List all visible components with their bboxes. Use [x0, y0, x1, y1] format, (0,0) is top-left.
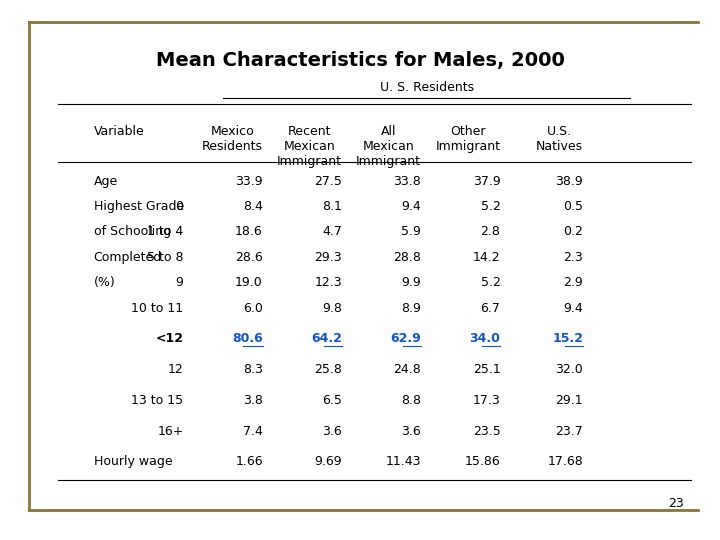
Text: 0.5: 0.5 [563, 200, 583, 213]
Text: 9.9: 9.9 [402, 276, 421, 289]
Text: 0.2: 0.2 [563, 225, 583, 239]
Text: 25.8: 25.8 [314, 363, 342, 376]
Text: U.S.
Natives: U.S. Natives [536, 125, 583, 153]
Text: 23: 23 [668, 497, 684, 510]
Text: 6.7: 6.7 [480, 301, 500, 315]
Text: 8.3: 8.3 [243, 363, 263, 376]
Text: 5.2: 5.2 [480, 276, 500, 289]
Text: 23.5: 23.5 [472, 424, 500, 438]
Text: 17.3: 17.3 [472, 394, 500, 407]
Text: 5 to 8: 5 to 8 [147, 251, 184, 264]
Text: 32.0: 32.0 [555, 363, 583, 376]
Text: All
Mexican
Immigrant: All Mexican Immigrant [356, 125, 421, 168]
Text: 62.9: 62.9 [390, 332, 421, 346]
Text: 5.9: 5.9 [401, 225, 421, 239]
Text: Age: Age [94, 174, 118, 188]
Text: 37.9: 37.9 [472, 174, 500, 188]
Text: U. S. Residents: U. S. Residents [379, 81, 474, 94]
Text: 7.4: 7.4 [243, 424, 263, 438]
Text: 6.0: 6.0 [243, 301, 263, 315]
Text: 23.7: 23.7 [555, 424, 583, 438]
Text: 24.8: 24.8 [393, 363, 421, 376]
Text: Hourly wage: Hourly wage [94, 455, 172, 469]
Text: 34.0: 34.0 [469, 332, 500, 346]
Text: 2.8: 2.8 [480, 225, 500, 239]
Text: 33.8: 33.8 [393, 174, 421, 188]
Text: 28.8: 28.8 [393, 251, 421, 264]
Text: 3.8: 3.8 [243, 394, 263, 407]
Text: 1 to 4: 1 to 4 [148, 225, 184, 239]
Text: 38.9: 38.9 [555, 174, 583, 188]
Text: 8.9: 8.9 [401, 301, 421, 315]
Text: 2.3: 2.3 [564, 251, 583, 264]
Text: Mean Characteristics for Males, 2000: Mean Characteristics for Males, 2000 [156, 51, 564, 70]
Text: 80.6: 80.6 [232, 332, 263, 346]
Text: 3.6: 3.6 [402, 424, 421, 438]
Text: 2.9: 2.9 [564, 276, 583, 289]
Text: 1.66: 1.66 [235, 455, 263, 469]
Text: Mexico
Residents: Mexico Residents [202, 125, 263, 153]
Text: 18.6: 18.6 [235, 225, 263, 239]
Text: 12: 12 [168, 363, 184, 376]
Text: 4.7: 4.7 [322, 225, 342, 239]
Text: 9: 9 [176, 276, 184, 289]
Text: 6.5: 6.5 [322, 394, 342, 407]
Text: 33.9: 33.9 [235, 174, 263, 188]
Text: 3.6: 3.6 [323, 424, 342, 438]
Text: of Schooling: of Schooling [94, 225, 171, 239]
Text: 0: 0 [176, 200, 184, 213]
Text: (%): (%) [94, 276, 115, 289]
Text: 17.68: 17.68 [547, 455, 583, 469]
Text: 29.1: 29.1 [556, 394, 583, 407]
Text: 25.1: 25.1 [472, 363, 500, 376]
Text: 9.8: 9.8 [322, 301, 342, 315]
Text: 15.86: 15.86 [464, 455, 500, 469]
Text: 27.5: 27.5 [314, 174, 342, 188]
Text: 9.4: 9.4 [564, 301, 583, 315]
Text: 9.4: 9.4 [402, 200, 421, 213]
Text: <12: <12 [156, 332, 184, 346]
Text: 64.2: 64.2 [311, 332, 342, 346]
Text: 11.43: 11.43 [386, 455, 421, 469]
Text: Completed: Completed [94, 251, 162, 264]
Text: Recent
Mexican
Immigrant: Recent Mexican Immigrant [277, 125, 342, 168]
Text: 19.0: 19.0 [235, 276, 263, 289]
Text: Highest Grade: Highest Grade [94, 200, 184, 213]
Text: 8.8: 8.8 [401, 394, 421, 407]
Text: 5.2: 5.2 [480, 200, 500, 213]
Text: 10 to 11: 10 to 11 [132, 301, 184, 315]
Text: 29.3: 29.3 [315, 251, 342, 264]
Text: 9.69: 9.69 [315, 455, 342, 469]
Text: Variable: Variable [94, 125, 144, 138]
Text: 14.2: 14.2 [473, 251, 500, 264]
Text: 15.2: 15.2 [552, 332, 583, 346]
Text: 16+: 16+ [157, 424, 184, 438]
Text: 8.1: 8.1 [322, 200, 342, 213]
Text: Other
Immigrant: Other Immigrant [436, 125, 500, 153]
Text: 28.6: 28.6 [235, 251, 263, 264]
Text: 8.4: 8.4 [243, 200, 263, 213]
Text: 13 to 15: 13 to 15 [132, 394, 184, 407]
Text: 12.3: 12.3 [315, 276, 342, 289]
